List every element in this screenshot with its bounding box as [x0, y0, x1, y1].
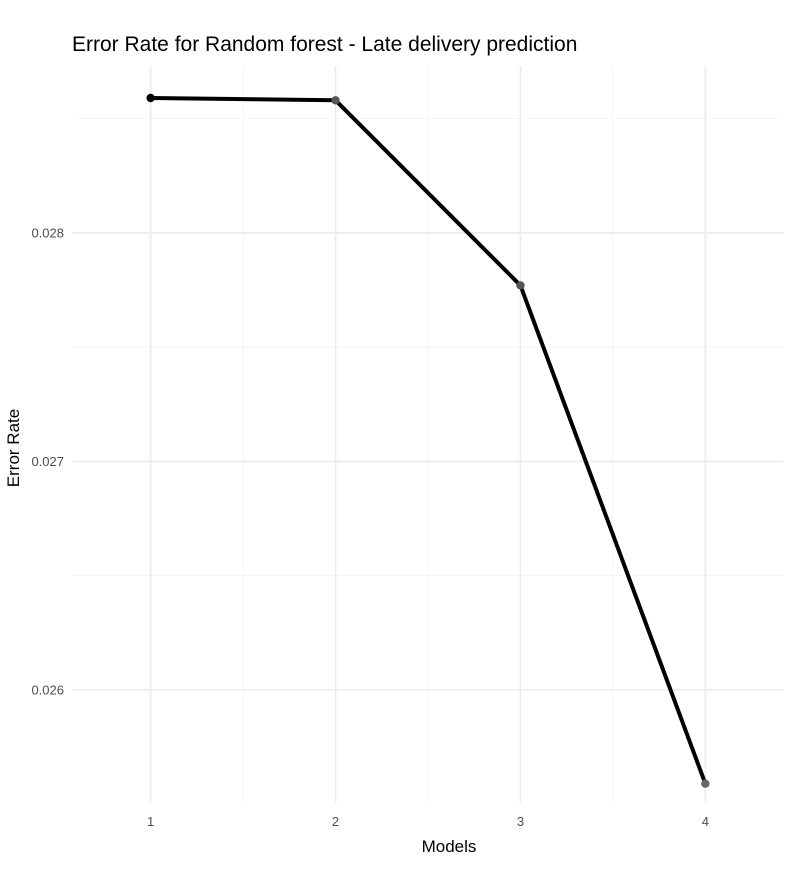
y-tick-label: 0.026 [31, 683, 64, 698]
data-series [148, 96, 708, 786]
data-points [146, 93, 710, 788]
series-line [148, 96, 708, 786]
x-axis-title: Models [422, 837, 477, 856]
x-tick-label: 3 [517, 814, 524, 829]
y-axis-title: Error Rate [4, 409, 23, 487]
y-axis-ticks: 0.026 0.027 0.028 [31, 225, 64, 697]
y-tick-label: 0.027 [31, 454, 64, 469]
chart-title: Error Rate for Random forest - Late deli… [72, 33, 577, 56]
data-point [146, 93, 155, 103]
data-point [331, 96, 340, 105]
x-tick-label: 1 [147, 814, 154, 829]
y-tick-label: 0.028 [31, 225, 64, 240]
grid-lines [73, 66, 783, 802]
x-axis-ticks: 1 2 3 4 [147, 814, 709, 829]
data-point [701, 779, 710, 788]
data-point [516, 281, 525, 290]
x-tick-label: 4 [702, 814, 709, 829]
x-tick-label: 2 [332, 814, 339, 829]
